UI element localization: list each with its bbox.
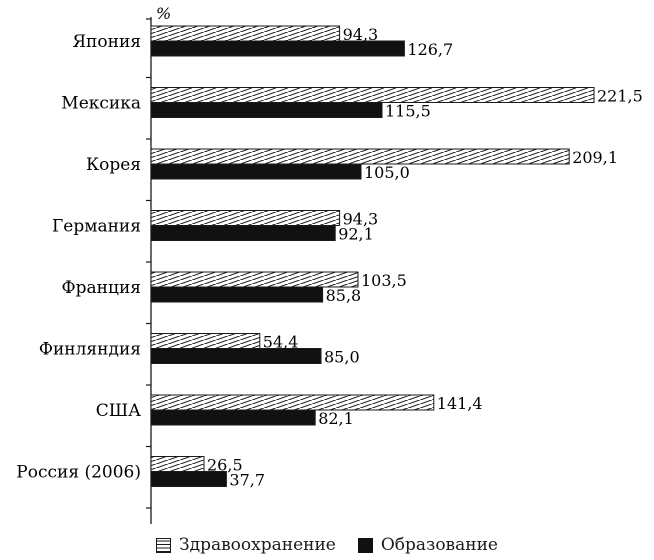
- bar-health: [150, 87, 595, 103]
- bar-education: [150, 471, 227, 487]
- legend-label-health: Здравоохранение: [179, 535, 336, 555]
- value-label: 141,4: [437, 394, 483, 413]
- bar-education: [150, 409, 316, 426]
- value-label: 92,1: [338, 225, 374, 244]
- bar-education: [150, 163, 362, 180]
- legend-swatch-solid: [357, 537, 373, 553]
- bar-education: [150, 102, 383, 118]
- value-label: 37,7: [229, 471, 265, 490]
- value-label: 209,1: [572, 148, 618, 167]
- category-label: Франция: [62, 278, 141, 298]
- legend-label-education: Образование: [380, 535, 498, 555]
- bar-health: [150, 25, 341, 42]
- value-label: 54,4: [263, 333, 299, 352]
- category-label: Корея: [86, 155, 141, 175]
- category-label: Германия: [52, 217, 141, 237]
- bar-education: [150, 40, 405, 57]
- value-label: 82,1: [318, 409, 354, 428]
- category-label: Япония: [72, 32, 141, 52]
- value-label: 85,8: [326, 286, 362, 305]
- value-label: 85,0: [324, 348, 360, 367]
- category-label: Мексика: [61, 94, 141, 114]
- legend: Здравоохранение Образование: [0, 531, 654, 559]
- bar-education: [150, 225, 336, 241]
- value-label: 105,0: [364, 163, 410, 182]
- unit-label: %: [156, 4, 171, 23]
- legend-item-health: Здравоохранение: [156, 535, 336, 555]
- category-label: Финляндия: [39, 340, 141, 360]
- bar-health: [150, 271, 359, 288]
- bar-chart: % Япония 94,3 126,7 Мексика 221,5 115,5 Корея 20…: [16, 4, 643, 524]
- bar-education: [150, 348, 322, 364]
- value-label: 126,7: [407, 40, 453, 59]
- value-label: 94,3: [343, 25, 379, 44]
- value-label: 115,5: [385, 102, 431, 121]
- category-label: Россия (2006): [16, 463, 141, 483]
- legend-item-education: Образование: [357, 535, 498, 555]
- value-label: 26,5: [207, 456, 243, 475]
- bar-health: [150, 456, 205, 472]
- bar-education: [150, 286, 324, 303]
- legend-swatch-hatched: [156, 537, 172, 553]
- category-label: США: [96, 401, 141, 421]
- bar-health: [150, 148, 570, 165]
- value-label: 221,5: [597, 87, 643, 106]
- bar-health: [150, 210, 341, 226]
- value-label: 94,3: [343, 210, 379, 229]
- bar-health: [150, 333, 261, 349]
- value-label: 103,5: [361, 271, 407, 290]
- bar-health: [150, 394, 435, 411]
